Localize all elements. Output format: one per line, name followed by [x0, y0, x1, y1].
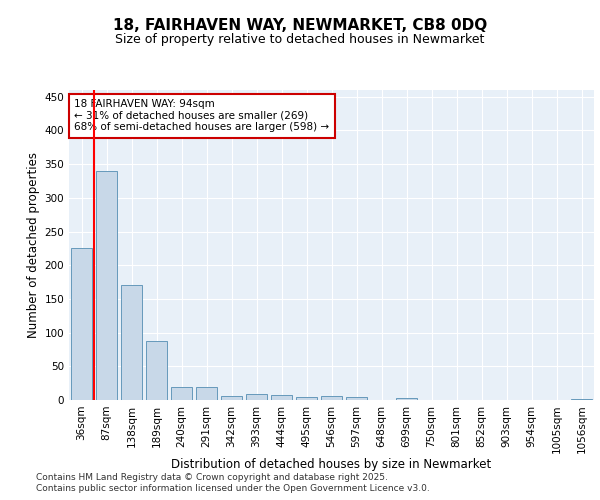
Bar — [346, 396, 367, 400]
Text: Size of property relative to detached houses in Newmarket: Size of property relative to detached ho… — [115, 32, 485, 46]
Bar — [96, 171, 117, 400]
Bar — [146, 340, 167, 400]
Bar — [196, 386, 217, 400]
Bar — [246, 394, 267, 400]
Text: Contains public sector information licensed under the Open Government Licence v3: Contains public sector information licen… — [36, 484, 430, 493]
Bar — [171, 386, 192, 400]
Bar — [321, 396, 342, 400]
Bar — [121, 286, 142, 400]
X-axis label: Distribution of detached houses by size in Newmarket: Distribution of detached houses by size … — [172, 458, 491, 470]
Text: 18, FAIRHAVEN WAY, NEWMARKET, CB8 0DQ: 18, FAIRHAVEN WAY, NEWMARKET, CB8 0DQ — [113, 18, 487, 32]
Text: 18 FAIRHAVEN WAY: 94sqm
← 31% of detached houses are smaller (269)
68% of semi-d: 18 FAIRHAVEN WAY: 94sqm ← 31% of detache… — [74, 100, 329, 132]
Bar — [71, 248, 92, 400]
Bar — [571, 398, 592, 400]
Bar — [296, 396, 317, 400]
Y-axis label: Number of detached properties: Number of detached properties — [27, 152, 40, 338]
Text: Contains HM Land Registry data © Crown copyright and database right 2025.: Contains HM Land Registry data © Crown c… — [36, 472, 388, 482]
Bar — [221, 396, 242, 400]
Bar — [271, 394, 292, 400]
Bar — [396, 398, 417, 400]
